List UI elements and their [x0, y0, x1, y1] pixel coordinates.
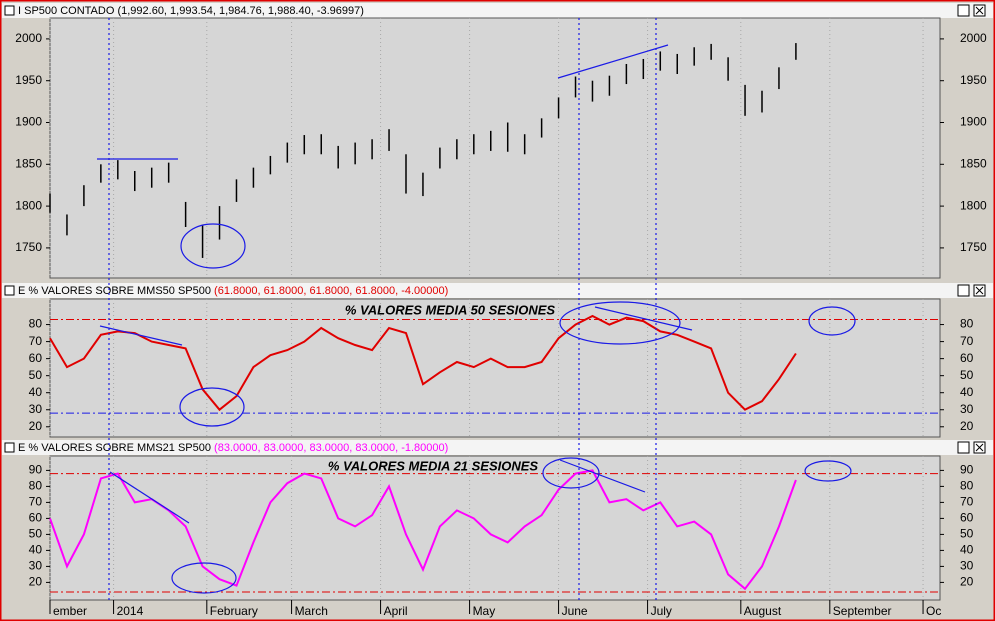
y-tick-label: 70 — [29, 334, 43, 348]
y-tick-label: 60 — [29, 351, 43, 365]
panel-header: I SP500 CONTADO (1,992.60, 1,993.54, 1,9… — [18, 5, 364, 17]
circle-mark — [804, 460, 852, 482]
y-tick-label: 80 — [960, 479, 974, 493]
panel-title: E % VALORES SOBRE MMS21 SP500 — [18, 442, 211, 454]
y-tick-label: 2000 — [15, 31, 42, 45]
y-tick-label: 1850 — [960, 156, 987, 170]
circle-mark — [179, 387, 245, 427]
y-tick-label: 60 — [960, 511, 974, 525]
x-tick-label: March — [295, 604, 328, 618]
x-tick-label: February — [210, 604, 258, 618]
panel-icon[interactable] — [4, 285, 15, 296]
x-tick-label: 2014 — [117, 604, 144, 618]
x-tick-label: May — [473, 604, 496, 618]
circle-mark — [171, 562, 237, 594]
x-tick-label: April — [384, 604, 408, 618]
y-tick-label: 40 — [29, 543, 43, 557]
y-tick-label: 80 — [29, 317, 43, 331]
x-tick-label: September — [833, 604, 892, 618]
y-tick-label: 2000 — [960, 31, 987, 45]
panel-values: (83.0000, 83.0000, 83.0000, 83.0000, -1.… — [214, 442, 448, 454]
trend-line — [559, 459, 646, 493]
x-tick-label: August — [744, 604, 782, 618]
y-tick-label: 70 — [960, 334, 974, 348]
y-tick-label: 1750 — [15, 240, 42, 254]
trend-line — [557, 44, 669, 79]
window-buttons[interactable] — [957, 4, 986, 454]
y-tick-label: 80 — [960, 317, 974, 331]
trend-line — [594, 306, 693, 331]
y-tick-label: 50 — [29, 527, 43, 541]
y-tick-label: 1800 — [15, 198, 42, 212]
line — [49, 469, 797, 591]
y-tick-label: 50 — [29, 368, 43, 382]
plot-area — [49, 17, 941, 279]
y-tick-label: 40 — [960, 385, 974, 399]
y-tick-label: 1950 — [960, 73, 987, 87]
x-tick-label: June — [562, 604, 588, 618]
header-bar — [2, 440, 993, 455]
y-tick-label: 70 — [960, 495, 974, 509]
circle-mark — [180, 223, 246, 269]
y-tick-label: 40 — [29, 385, 43, 399]
panel-icon[interactable] — [4, 5, 15, 16]
y-tick-label: 70 — [29, 495, 43, 509]
plot-area — [49, 455, 941, 601]
y-tick-label: 1750 — [960, 240, 987, 254]
y-tick-label: 30 — [29, 402, 43, 416]
y-tick-label: 20 — [29, 419, 43, 433]
y-tick-label: 1950 — [15, 73, 42, 87]
y-tick-label: 60 — [960, 351, 974, 365]
panel-header: E % VALORES SOBRE MMS21 SP500 (83.0000, … — [18, 442, 448, 454]
panel-title: E % VALORES SOBRE MMS50 SP500 — [18, 285, 211, 297]
panel-values: (61.8000, 61.8000, 61.8000, 61.8000, -4.… — [214, 285, 448, 297]
panel-icon[interactable] — [4, 442, 15, 453]
annotations: % VALORES MEDIA 50 SESIONES % VALORES ME… — [97, 18, 856, 600]
y-tick-label: 80 — [29, 479, 43, 493]
y-tick-label: 50 — [960, 368, 974, 382]
y-tick-label: 40 — [960, 543, 974, 557]
y-tick-label: 90 — [960, 463, 974, 477]
marker-lines — [108, 18, 657, 600]
chart-layer: 1750 1750 1800 1800 1850 1850 1900 1900 1950 1950… — [15, 18, 987, 618]
y-tick-label: 1850 — [15, 156, 42, 170]
y-tick-label: 1900 — [15, 115, 42, 129]
panel-values: (1,992.60, 1,993.54, 1,984.76, 1,988.40,… — [117, 5, 363, 17]
circle-mark — [559, 301, 681, 345]
panel-frames: I SP500 CONTADO (1,992.60, 1,993.54, 1,9… — [2, 3, 993, 601]
circle-mark — [542, 457, 600, 489]
trend-line — [99, 325, 183, 346]
x-tick-label: Oc — [926, 604, 941, 618]
x-tick-label: ember — [53, 604, 87, 618]
y-tick-label: 1900 — [960, 115, 987, 129]
y-tick-label: 30 — [29, 559, 43, 573]
y-tick-label: 50 — [960, 527, 974, 541]
x-tick-label: July — [651, 604, 672, 618]
y-tick-label: 30 — [960, 402, 974, 416]
y-tick-label: 1800 — [960, 198, 987, 212]
chart-annotation: % VALORES MEDIA 21 SESIONES — [328, 458, 539, 473]
y-tick-label: 20 — [960, 575, 974, 589]
header-bar — [2, 3, 993, 18]
y-tick-label: 60 — [29, 511, 43, 525]
y-tick-label: 30 — [960, 559, 974, 573]
y-tick-label: 20 — [29, 575, 43, 589]
panel-title: I SP500 CONTADO — [18, 5, 115, 17]
plot-area — [49, 298, 941, 438]
trend-line — [109, 471, 190, 524]
y-tick-label: 90 — [29, 463, 43, 477]
y-tick-label: 20 — [960, 419, 974, 433]
header-bar — [2, 283, 993, 298]
circle-mark — [808, 306, 856, 336]
chart-annotation: % VALORES MEDIA 50 SESIONES — [345, 302, 556, 317]
panel-header: E % VALORES SOBRE MMS50 SP500 (61.8000, … — [18, 285, 448, 297]
